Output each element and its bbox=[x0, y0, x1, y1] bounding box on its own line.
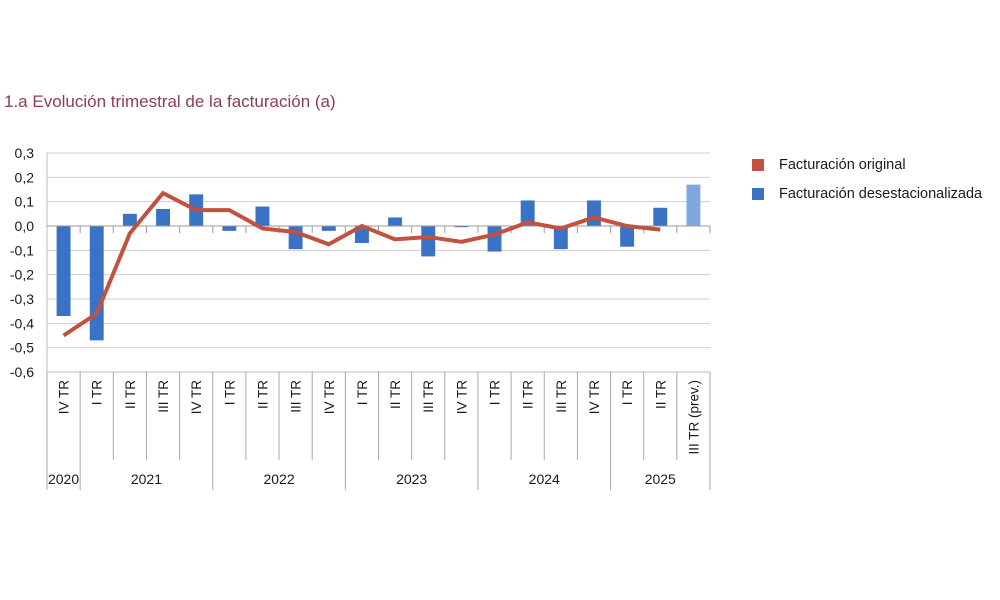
x-tick-label: III TR bbox=[421, 380, 436, 413]
bar bbox=[122, 213, 137, 226]
year-label: 2025 bbox=[645, 471, 676, 487]
legend: Facturación original Facturación desesta… bbox=[752, 150, 982, 208]
legend-swatch-original bbox=[752, 158, 764, 171]
x-tick-label: II TR bbox=[388, 380, 403, 409]
bar bbox=[686, 184, 701, 226]
year-label: 2020 bbox=[48, 471, 79, 487]
y-tick-label: 0,0 bbox=[15, 218, 35, 234]
x-tick-label: IV TR bbox=[322, 380, 337, 415]
x-tick-label: IV TR bbox=[189, 380, 204, 415]
y-tick-label: 0,1 bbox=[15, 194, 35, 210]
year-label: 2021 bbox=[131, 471, 162, 487]
gridlines bbox=[46, 152, 710, 373]
bar bbox=[288, 226, 303, 250]
bar bbox=[354, 226, 369, 244]
y-tick-label: -0,6 bbox=[10, 364, 34, 380]
x-tick-label: II TR bbox=[255, 380, 270, 409]
y-tick-label: -0,3 bbox=[10, 291, 34, 307]
x-tick-label: II TR bbox=[653, 380, 668, 409]
x-tick-label: I TR bbox=[355, 380, 370, 406]
legend-label-original: Facturación original bbox=[779, 156, 906, 173]
bar bbox=[255, 206, 270, 226]
legend-label-seasonally-adjusted: Facturación desestacionalizada bbox=[779, 185, 983, 202]
chart-title: 1.a Evolución trimestral de la facturaci… bbox=[4, 92, 336, 111]
y-tick-label: 0,3 bbox=[15, 145, 35, 161]
x-tick-label: I TR bbox=[222, 380, 237, 406]
bar bbox=[653, 207, 668, 226]
year-label: 2022 bbox=[263, 471, 294, 487]
bar bbox=[454, 226, 469, 228]
x-tick-label: I TR bbox=[488, 380, 503, 406]
y-tick-label: -0,5 bbox=[10, 340, 34, 356]
legend-item-original: Facturación original bbox=[752, 150, 982, 179]
bar bbox=[620, 226, 635, 247]
year-label: 2024 bbox=[529, 471, 560, 487]
y-tick-label: -0,4 bbox=[10, 315, 34, 331]
bar bbox=[487, 226, 502, 252]
bar bbox=[156, 208, 170, 226]
bar bbox=[520, 200, 535, 226]
x-tick-label: III TR bbox=[156, 380, 171, 413]
x-axis: IV TR I TR II TR III TR IV TR I TR II TR III TR… bbox=[46, 371, 711, 490]
y-axis-ticks: 0,3 0,2 0,1 0,0 -0,1 -0,2 -0,3 -0,4 -0,5 -0,6 bbox=[10, 145, 34, 380]
y-tick-label: 0,2 bbox=[15, 169, 35, 185]
x-tick-label: II TR bbox=[123, 380, 138, 409]
x-tick-label: IV TR bbox=[587, 380, 602, 415]
x-tick-label: I TR bbox=[90, 380, 105, 406]
line-series bbox=[62, 190, 661, 338]
x-tick-label: IV TR bbox=[454, 380, 469, 415]
bar bbox=[421, 226, 436, 257]
bar bbox=[56, 226, 71, 317]
year-label: 2023 bbox=[396, 471, 427, 487]
line-original bbox=[62, 190, 661, 338]
x-tick-label: II TR bbox=[521, 380, 536, 409]
legend-item-seasonally-adjusted: Facturación desestacionalizada bbox=[752, 179, 982, 208]
y-tick-label: -0,2 bbox=[10, 267, 34, 283]
bar bbox=[553, 226, 568, 250]
x-tick-label: IV TR bbox=[57, 380, 72, 415]
y-tick-label: -0,1 bbox=[10, 242, 34, 258]
x-tick-label: I TR bbox=[620, 380, 635, 406]
bar bbox=[321, 226, 336, 231]
legend-swatch-seasonally-adjusted bbox=[752, 187, 764, 200]
x-tick-label: III TR bbox=[554, 380, 569, 413]
x-tick-label: III TR (prev.) bbox=[686, 380, 701, 455]
bar bbox=[222, 226, 237, 231]
bar bbox=[388, 217, 403, 226]
bar bbox=[89, 226, 104, 341]
bar bbox=[587, 200, 601, 226]
x-tick-label: III TR bbox=[289, 380, 304, 413]
